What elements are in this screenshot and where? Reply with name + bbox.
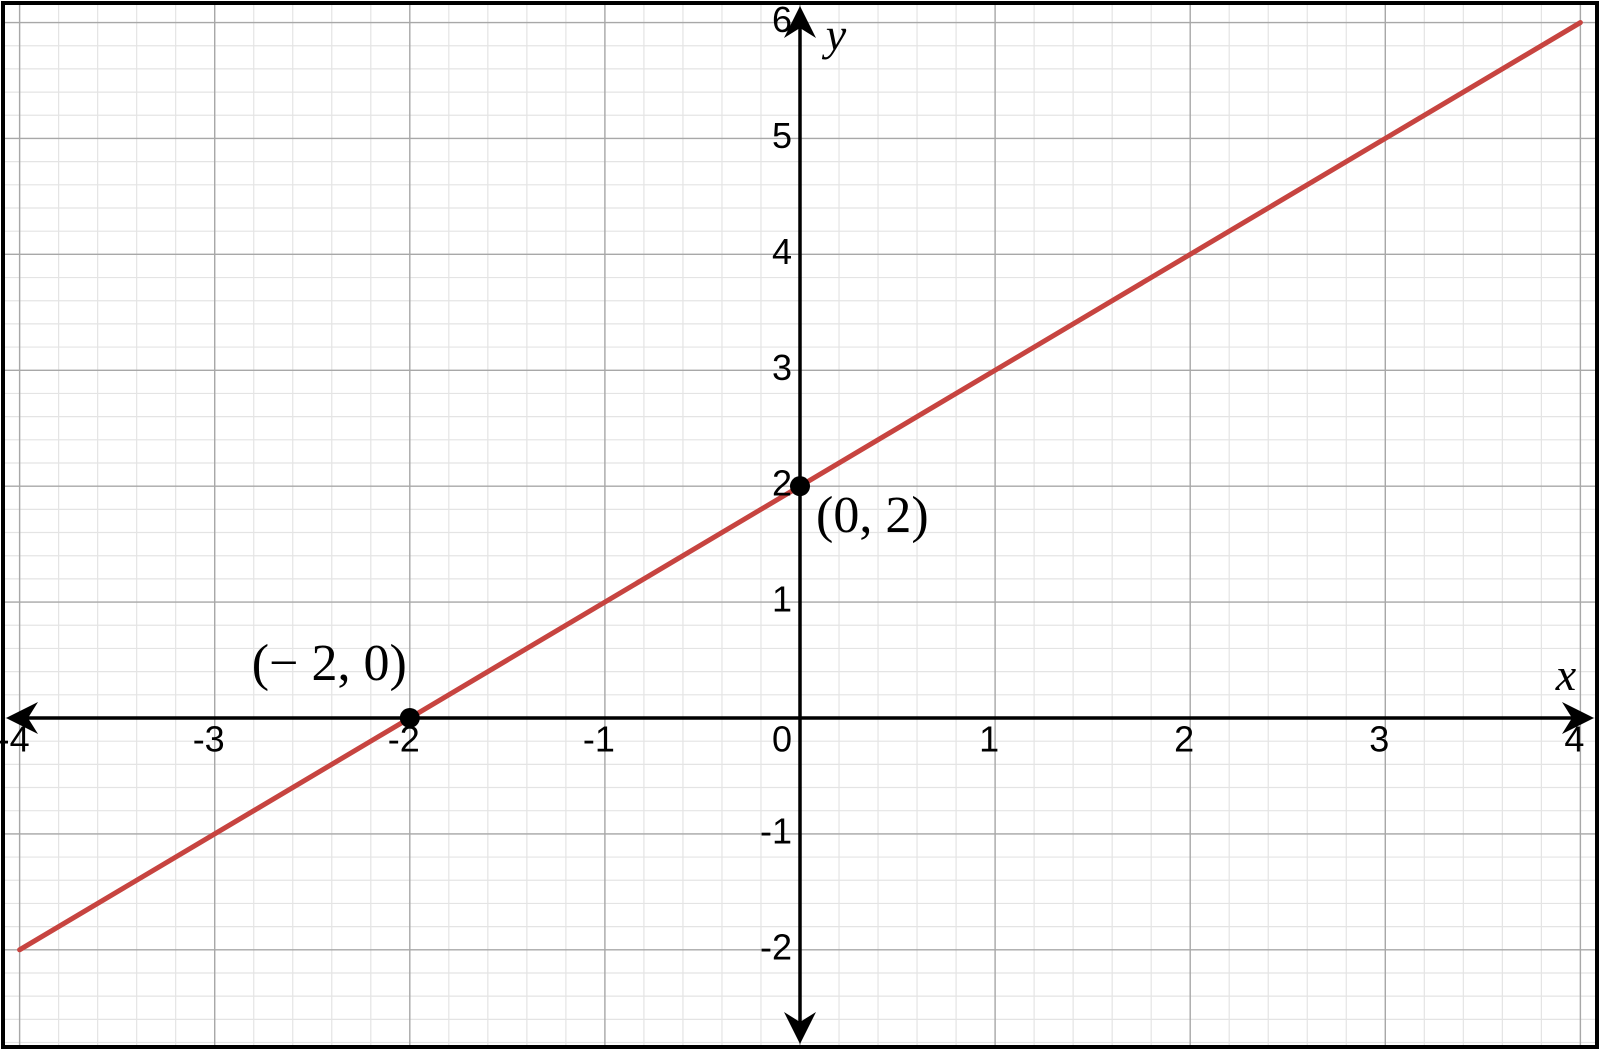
x-axis-label: x (1555, 649, 1577, 700)
x-tick-label: 3 (1369, 719, 1389, 760)
point (399, 707, 420, 728)
x-tick-label: -3 (193, 719, 225, 760)
y-arrow-up (784, 6, 816, 38)
point-label: (0, 2) (816, 487, 929, 544)
x-arrow-right (1562, 701, 1594, 734)
y-tick-label: 1 (772, 579, 792, 620)
y-tick-label: -1 (760, 810, 792, 851)
y-tick-label: 5 (772, 115, 792, 156)
y-tick-label: 4 (772, 231, 792, 272)
x-tick-label: 0 (772, 719, 792, 760)
y-tick-label: -2 (760, 926, 792, 967)
x-tick-label: 4 (1564, 719, 1584, 760)
x-tick-label: 1 (979, 719, 999, 760)
y-tick-label: 6 (772, 0, 792, 40)
axes (6, 6, 1594, 1044)
y-arrow-down (784, 1012, 816, 1044)
x-tick-label: -2 (388, 719, 420, 760)
x-arrow-left (6, 701, 38, 734)
x-tick-label: 2 (1174, 719, 1194, 760)
marks (17, 20, 1583, 953)
y-tick-label: 3 (772, 347, 792, 388)
x-tick-label: -1 (583, 719, 615, 760)
y-axis-label: y (822, 9, 847, 60)
y-tick-label: 2 (772, 463, 792, 504)
point-label: (− 2, 0) (252, 635, 407, 692)
point (790, 476, 810, 497)
